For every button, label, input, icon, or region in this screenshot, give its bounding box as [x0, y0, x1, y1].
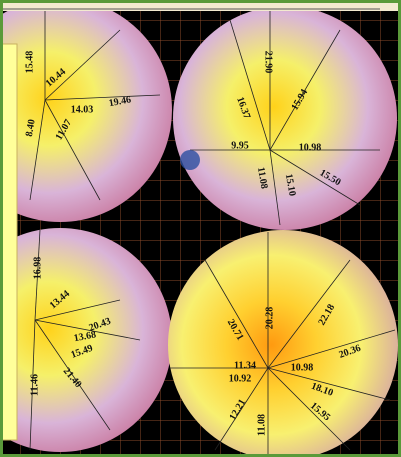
measurement: 8.40 [24, 118, 38, 137]
measurement: 11.08 [256, 414, 267, 436]
measurement: 21.90 [263, 51, 274, 74]
measurement: 10.98 [299, 142, 322, 153]
measurement: 20.28 [264, 307, 275, 330]
sample-bottom-right [168, 230, 398, 457]
measurement: 14.03 [71, 104, 94, 115]
sample-top-left [0, 0, 172, 222]
measurement: 10.92 [229, 373, 252, 384]
measurement: 19.46 [108, 94, 132, 109]
sample-bottom-left [0, 228, 172, 452]
measurement: 11.34 [234, 360, 256, 371]
measurement: 15.10 [283, 173, 298, 197]
measurement: 11.08 [255, 166, 270, 190]
side-panel [0, 43, 18, 441]
sample-top-right [173, 6, 397, 230]
measurement: 11.46 [29, 374, 40, 396]
top-bar [0, 0, 401, 11]
measurement: 13.68 [73, 329, 97, 344]
measurement: 9.95 [231, 140, 249, 151]
measurement: 16.98 [32, 257, 43, 280]
measurement: 10.98 [291, 362, 314, 373]
measurement: 15.48 [24, 51, 35, 74]
